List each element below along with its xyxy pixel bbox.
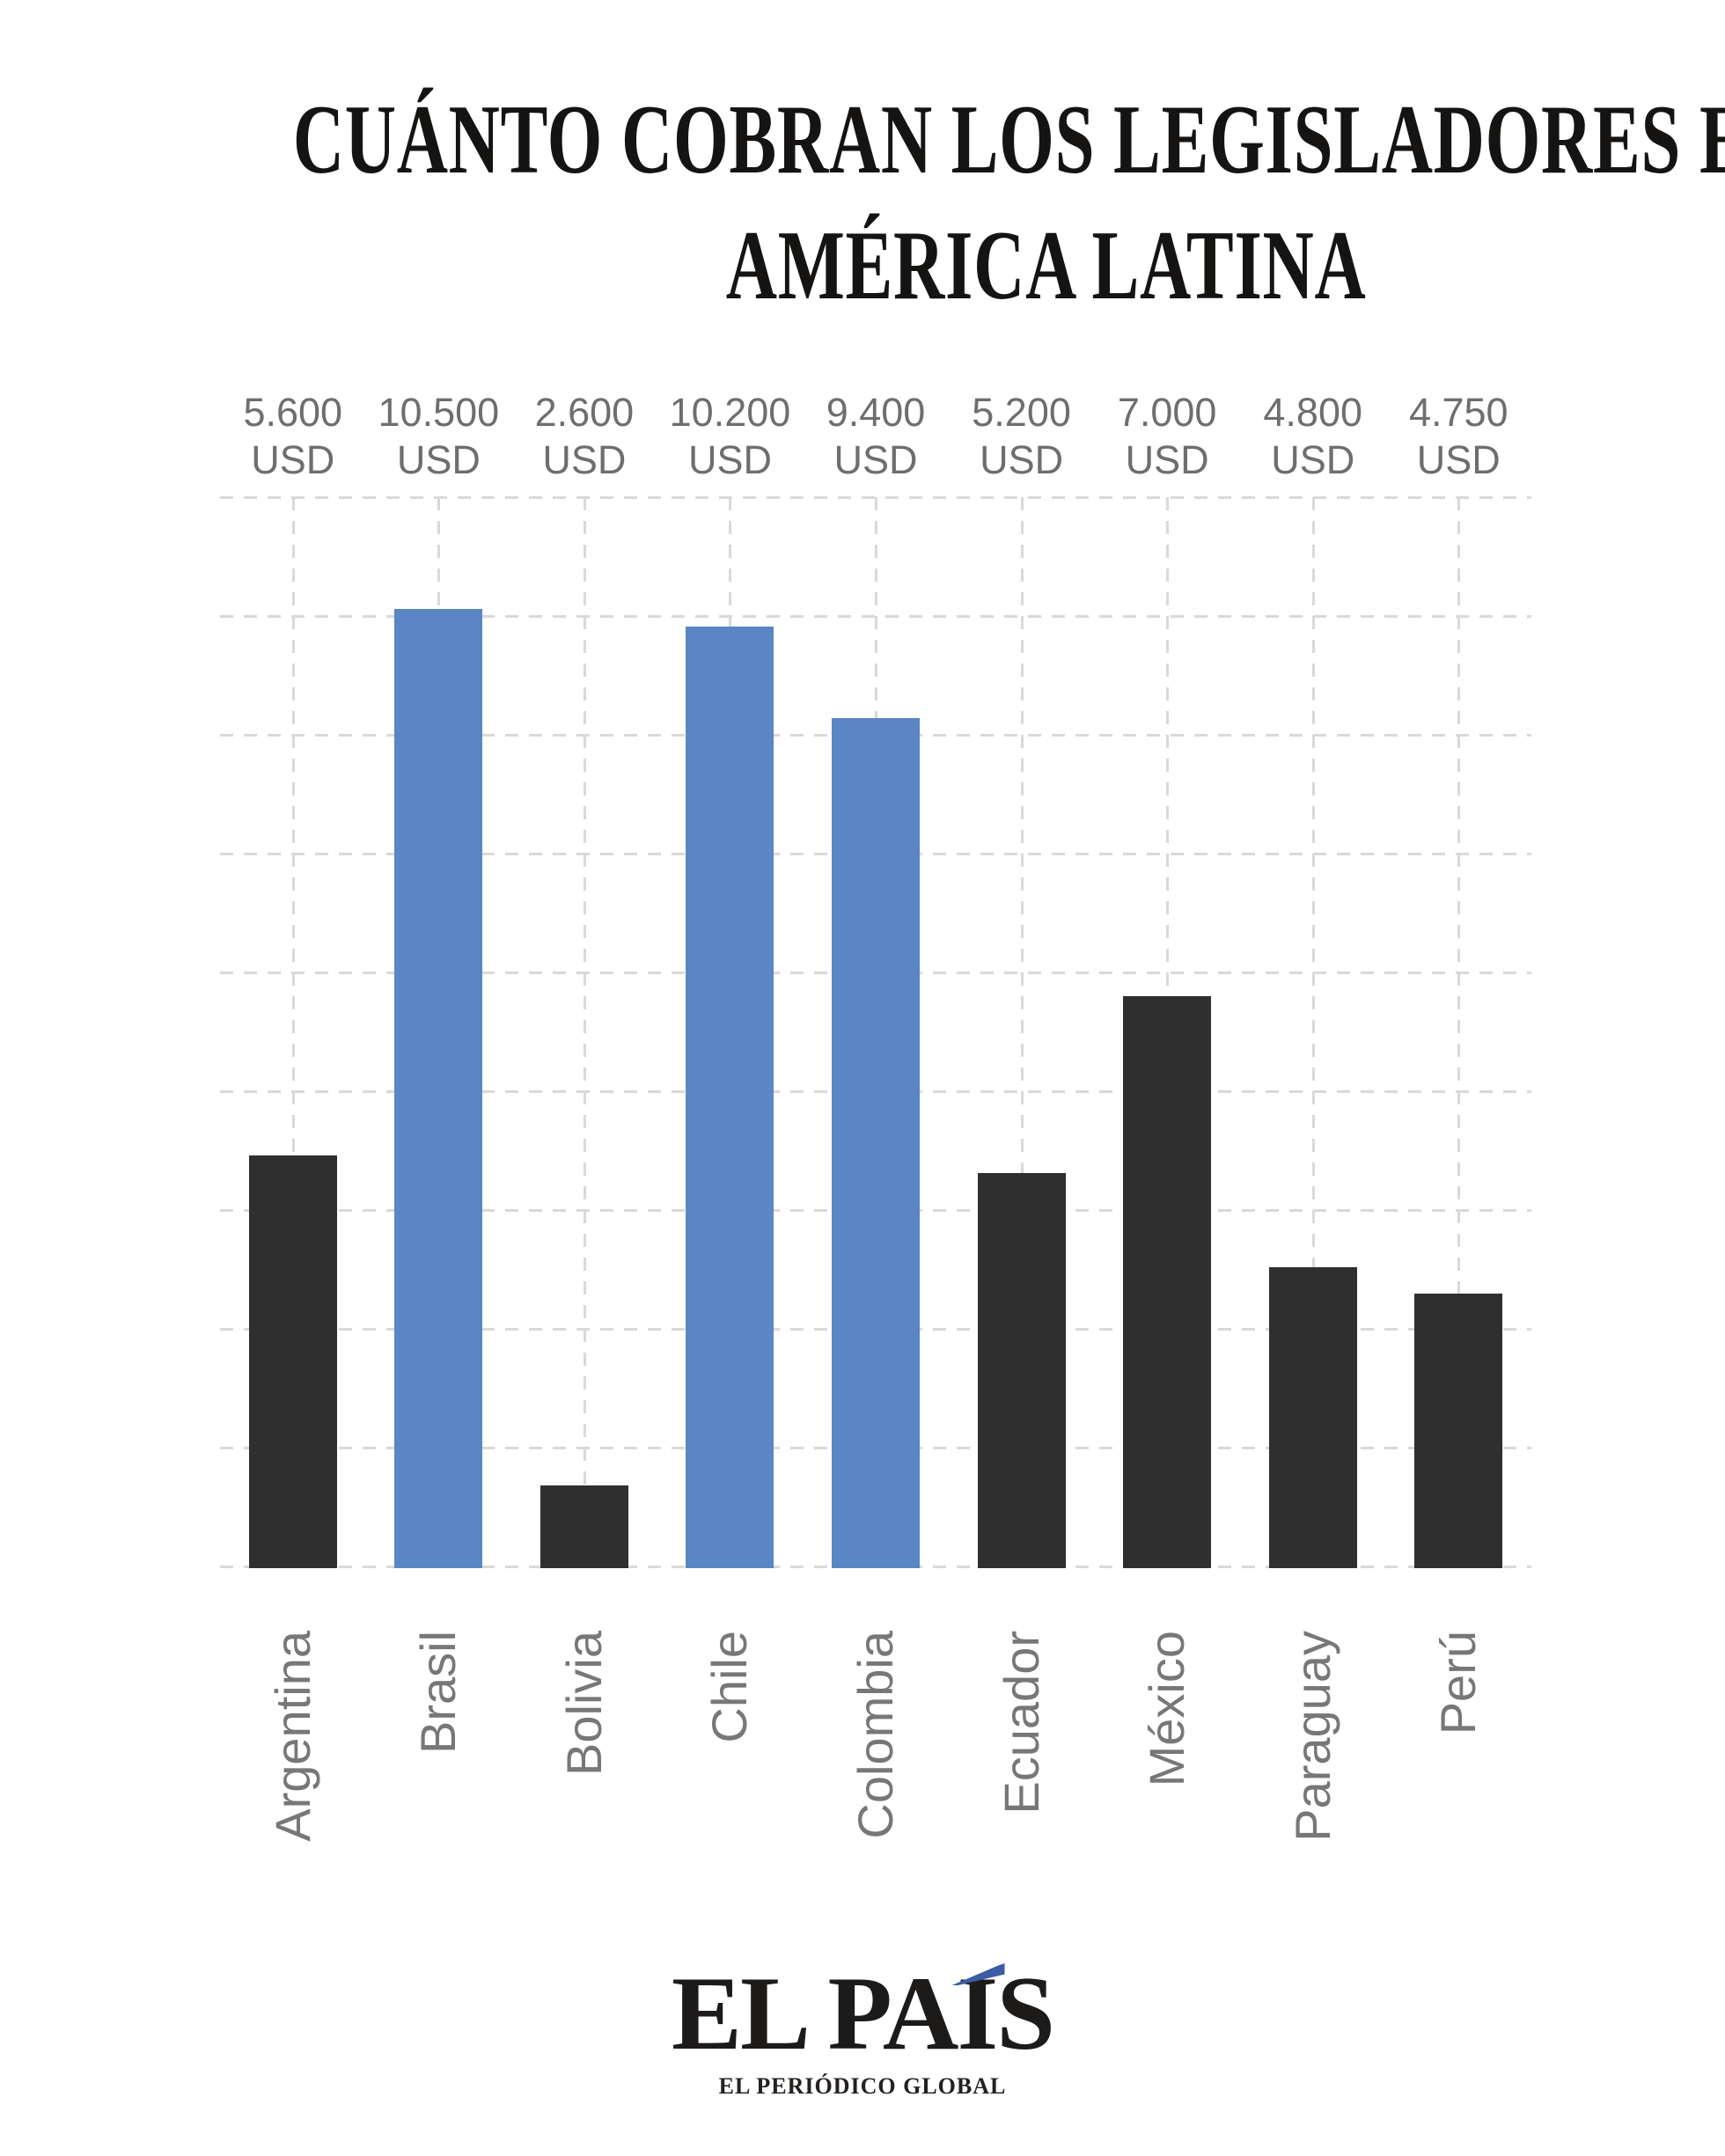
- value-label-cell: 10.200 USD: [657, 389, 804, 484]
- values-row: 5.600 USD 10.500 USD 2.600 USD 10.200 USD 9.400 U…: [220, 389, 1531, 484]
- elpais-logo: EL PAI S EL PERIÓDICO GLOBAL: [0, 1961, 1725, 2100]
- category-label: Perú: [1430, 1631, 1486, 1735]
- value-label: 5.600: [243, 390, 343, 435]
- value-unit-label: USD: [980, 437, 1064, 482]
- logo-tagline: EL PERIÓDICO GLOBAL: [718, 2073, 1007, 2099]
- bar-column: [1240, 497, 1386, 1568]
- elpais-logo-wordmark: EL PAI S: [0, 1961, 1725, 2066]
- category-label-cell: Paraguay: [1240, 1631, 1386, 1930]
- category-label: Paraguay: [1284, 1631, 1340, 1842]
- value-label: 4.800: [1263, 390, 1363, 435]
- bar-column: [220, 497, 366, 1568]
- bar-column: [1094, 497, 1240, 1568]
- chart-title-line-1: CUÁNTO COBRAN LOS LEGISLADORES EN: [292, 85, 1725, 194]
- value-label: 9.400: [826, 390, 926, 435]
- logo-text-pre: EL PA: [672, 1954, 959, 2072]
- category-label-cell: Colombia: [803, 1631, 949, 1930]
- value-label-cell: 9.400 USD: [803, 389, 949, 484]
- category-label-cell: México: [1094, 1631, 1240, 1930]
- bar-argentina: [248, 1155, 337, 1568]
- value-label-cell: 5.600 USD: [220, 389, 366, 484]
- bar-columns: [220, 497, 1531, 1568]
- value-label: 4.750: [1408, 390, 1508, 435]
- bar-colombia: [832, 718, 921, 1568]
- value-unit-label: USD: [396, 437, 481, 482]
- value-label-cell: 2.600 USD: [511, 389, 657, 484]
- value-unit-label: USD: [1416, 437, 1501, 482]
- category-label-cell: Perú: [1386, 1631, 1532, 1930]
- value-label-cell: 4.800 USD: [1240, 389, 1386, 484]
- value-label: 10.500: [378, 390, 500, 435]
- logo-letter-i: I: [951, 1961, 1005, 2066]
- value-label: 2.600: [534, 390, 635, 435]
- value-unit-label: USD: [542, 437, 627, 482]
- value-label-cell: 7.000 USD: [1094, 389, 1240, 484]
- value-unit-label: USD: [1125, 437, 1209, 482]
- bar-column: [511, 497, 657, 1568]
- vertical-gridline: [1457, 497, 1461, 1568]
- category-label: México: [1139, 1631, 1195, 1787]
- category-label: Bolivia: [555, 1631, 612, 1776]
- bar-brasil: [394, 609, 483, 1568]
- vertical-gridline: [1020, 497, 1024, 1568]
- bar-chart-plot-area: [220, 496, 1531, 1568]
- bar-paraguay: [1268, 1267, 1357, 1568]
- bar-column: [803, 497, 949, 1568]
- category-label-cell: Argentina: [220, 1631, 366, 1930]
- logo-text-post: S: [996, 1954, 1055, 2072]
- bar-column: [657, 497, 804, 1568]
- vertical-gridline: [583, 497, 586, 1568]
- bar-mexico: [1123, 996, 1212, 1568]
- category-label: Brasil: [410, 1631, 466, 1755]
- bar-peru: [1414, 1294, 1503, 1568]
- bar-column: [949, 497, 1095, 1568]
- category-label-cell: Brasil: [366, 1631, 512, 1930]
- bar-column: [1386, 497, 1532, 1568]
- value-unit-label: USD: [833, 437, 918, 482]
- category-label-cell: Bolivia: [511, 1631, 657, 1930]
- value-label-cell: 4.750 USD: [1386, 389, 1532, 484]
- bar-column: [366, 497, 512, 1568]
- value-label-cell: 10.500 USD: [366, 389, 512, 484]
- value-label-cell: 5.200 USD: [949, 389, 1095, 484]
- vertical-gridline: [1311, 497, 1315, 1568]
- value-label: 10.200: [669, 390, 791, 435]
- category-label: Colombia: [848, 1631, 904, 1839]
- category-label: Chile: [701, 1631, 758, 1743]
- category-labels-row: Argentina Brasil Bolivia Chile Colombia Ecuad…: [220, 1631, 1531, 1930]
- bar-ecuador: [977, 1173, 1066, 1568]
- bar-chile: [686, 627, 774, 1568]
- value-unit-label: USD: [251, 437, 335, 482]
- chart-title: CUÁNTO COBRAN LOS LEGISLADORES EN AMÉRIC…: [0, 77, 1725, 330]
- vertical-gridline: [291, 497, 295, 1568]
- value-unit-label: USD: [687, 437, 772, 482]
- bar-bolivia: [540, 1485, 628, 1568]
- category-label-cell: Ecuador: [949, 1631, 1095, 1930]
- value-label: 7.000: [1117, 390, 1217, 435]
- category-label-cell: Chile: [657, 1631, 804, 1930]
- value-label: 5.200: [972, 390, 1071, 435]
- value-unit-label: USD: [1271, 437, 1355, 482]
- category-label: Argentina: [264, 1631, 320, 1842]
- category-label: Ecuador: [993, 1631, 1049, 1815]
- chart-title-line-2: AMÉRICA LATINA: [725, 211, 1367, 321]
